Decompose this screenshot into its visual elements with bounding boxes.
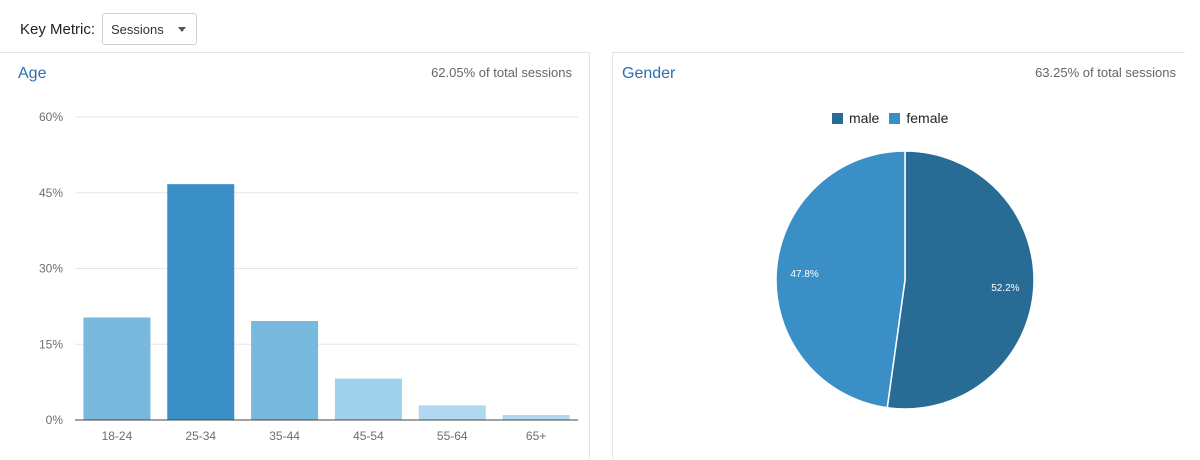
y-tick-label: 30% [39, 262, 63, 276]
bar-35-44 [251, 321, 319, 420]
pie-slice-female [775, 150, 906, 409]
bar-55-64 [418, 405, 486, 420]
key-metric-selected-value: Sessions [111, 21, 164, 37]
bar-45-54 [334, 378, 402, 420]
x-tick-label: 65+ [526, 429, 546, 443]
y-tick-label: 60% [39, 110, 63, 124]
gender-legend: male female [832, 110, 958, 126]
y-tick-label: 45% [39, 186, 63, 200]
x-tick-label: 55-64 [437, 429, 468, 443]
key-metric-toolbar: Key Metric: Sessions [20, 12, 197, 46]
gender-pie-chart: 52.2% 47.8% [775, 150, 1035, 410]
age-panel: Age 62.05% of total sessions 0% 15% 30% 45%… [0, 52, 590, 459]
legend-item-male[interactable]: male [832, 110, 879, 126]
legend-label: female [906, 110, 949, 126]
y-tick-label: 15% [39, 337, 63, 351]
legend-item-female[interactable]: female [889, 110, 948, 126]
x-tick-label: 35-44 [269, 429, 300, 443]
y-tick-label: 0% [46, 413, 64, 427]
x-tick-label: 18-24 [102, 429, 133, 443]
age-total-share: 62.05% of total sessions [431, 65, 572, 80]
legend-swatch [889, 112, 901, 124]
gender-panel: Gender 63.25% of total sessions male fema… [612, 52, 1185, 459]
legend-label: male [849, 110, 880, 126]
pie-slice-label: 47.8% [790, 269, 818, 280]
key-metric-label: Key Metric: [20, 20, 96, 38]
gender-panel-title: Gender [622, 65, 676, 82]
caret-down-icon [177, 26, 186, 32]
key-metric-dropdown[interactable]: Sessions [102, 13, 197, 45]
legend-swatch [832, 112, 843, 124]
age-panel-title: Age [18, 65, 47, 82]
bar-18-24 [83, 317, 151, 420]
bar-65+ [502, 414, 570, 420]
age-bar-chart: 0% 15% 30% 45% 60% 18-24 25-34 35-44 45-54 55-64 6… [39, 110, 578, 443]
x-tick-label: 25-34 [185, 429, 216, 443]
pie-slice-male [886, 150, 1035, 410]
pie-slice-label: 52.2% [991, 283, 1019, 294]
x-tick-label: 45-54 [353, 429, 384, 443]
bar-25-34 [167, 184, 235, 420]
gender-total-share: 63.25% of total sessions [1035, 65, 1176, 80]
